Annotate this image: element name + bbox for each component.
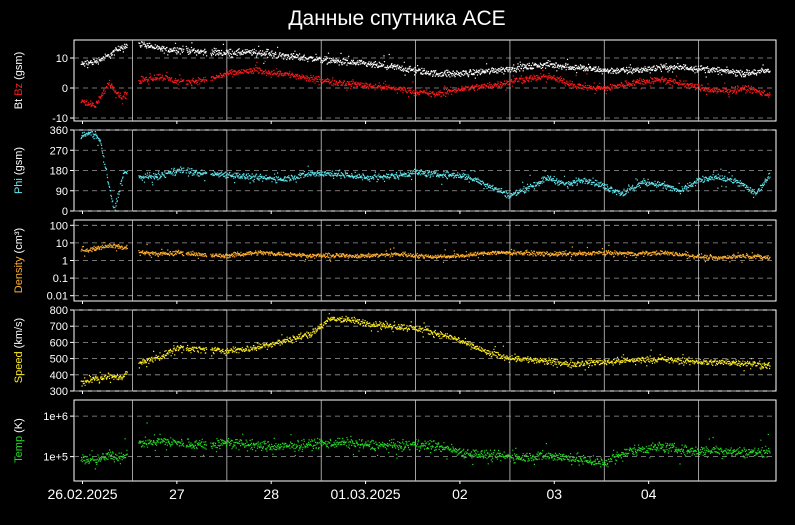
data-points-density [80, 241, 771, 263]
x-tick-label: 26.02.2025 [47, 486, 117, 502]
panel-frame [73, 309, 777, 392]
y-tick-label: 10 [56, 53, 68, 65]
panel-frame [73, 39, 777, 122]
series-points [80, 422, 771, 470]
series-temp [80, 422, 771, 470]
data-points-temp [80, 422, 771, 470]
series-points [80, 241, 771, 263]
data-points-bt [80, 41, 771, 79]
y-axis-label: Density (cm³) [13, 228, 25, 293]
y-axis-label: Speed (km/s) [13, 318, 25, 383]
y-tick-label: 0.1 [53, 273, 68, 285]
y-axis-label: Temp (K) [13, 418, 25, 463]
x-tick-label: 01.03.2025 [331, 486, 401, 502]
panel-temperature: 1e+5 1e+6 Temp (K) [13, 399, 777, 484]
y-tick-label: 1 [62, 256, 68, 268]
y-tick-label: 0 [62, 83, 68, 95]
y-tick-label: 100 [50, 220, 68, 232]
series-bt [80, 41, 771, 79]
panel-density: 0.01 0.1 1 10 100 Density (cm³) [13, 219, 777, 304]
y-axis-label: Bt Bz (gsm) [13, 52, 25, 109]
series-speed [80, 313, 771, 387]
series-density [80, 241, 771, 263]
y-tick-label: 800 [50, 305, 68, 317]
y-tick-label: 360 [50, 125, 68, 137]
x-tick-label: 28 [263, 486, 279, 502]
panel-phi: 0 90 180 270 360 Phi (gsm) [13, 125, 777, 218]
x-tick-label: 04 [641, 486, 657, 502]
panel-speed: 300 400 500 600 700 800 Speed (km/s) [13, 305, 777, 398]
y-tick-label: 10 [56, 238, 68, 250]
y-tick-label: 0 [62, 206, 68, 218]
y-tick-label: 1e+5 [43, 452, 68, 464]
panel-frame [73, 399, 777, 482]
y-tick-label: 600 [50, 337, 68, 349]
y-tick-label: 180 [50, 166, 68, 178]
series-bz [80, 60, 771, 108]
y-tick-label: -10 [52, 113, 68, 125]
x-tick-label: 02 [452, 486, 468, 502]
y-tick-label: 400 [50, 370, 68, 382]
y-tick-label: 1e+6 [43, 411, 68, 423]
y-tick-label: 90 [56, 186, 68, 198]
y-axis-label: Phi (gsm) [13, 147, 25, 194]
data-points-speed [80, 313, 771, 387]
x-tick-label: 03 [546, 486, 562, 502]
x-tick-label: 27 [169, 486, 185, 502]
chart-title: Данные спутника ACE [288, 7, 505, 30]
panel-magnetic-field: -10 0 10 Bt Bz (gsm) [13, 39, 777, 125]
y-tick-label: 700 [50, 321, 68, 333]
y-tick-label: 270 [50, 145, 68, 157]
y-tick-label: 500 [50, 354, 68, 366]
y-tick-label: 0.01 [47, 291, 68, 303]
y-tick-label: 300 [50, 386, 68, 398]
data-points-bz [80, 60, 771, 108]
series-points [80, 41, 771, 108]
series-points [80, 313, 771, 387]
